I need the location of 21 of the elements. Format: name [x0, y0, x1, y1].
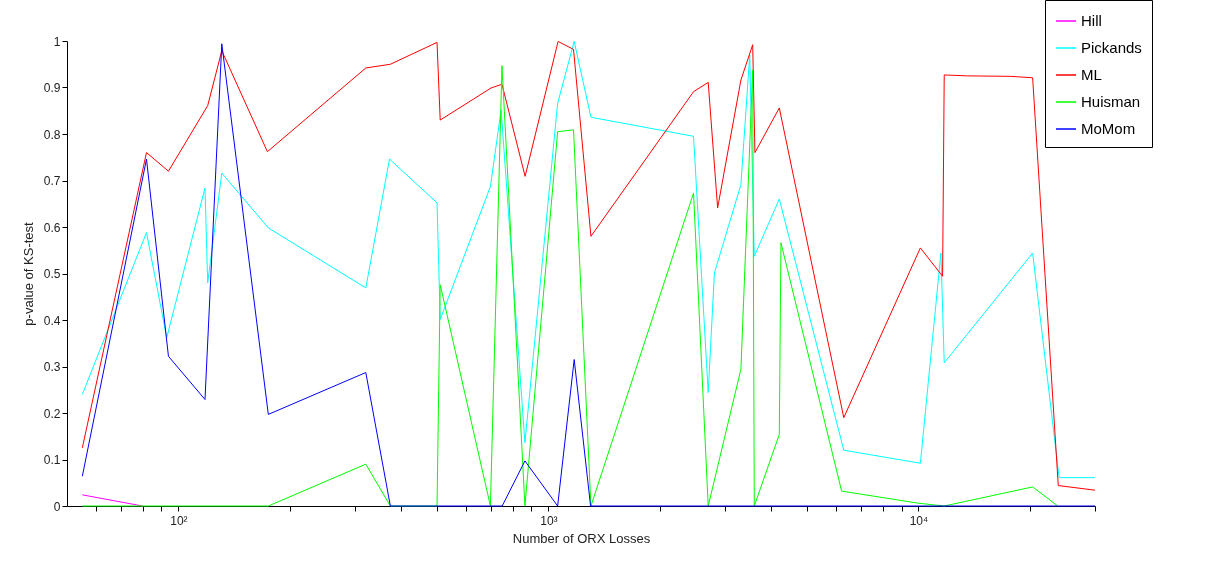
y-tick-label: 0.2	[43, 406, 61, 421]
x-tick-label: 10³	[540, 513, 558, 528]
y-tick-label: 0.1	[43, 453, 61, 467]
x-tick-label: 10²	[170, 513, 188, 528]
x-tick-label: 10⁴	[909, 513, 929, 528]
legend-label: ML	[1081, 66, 1102, 83]
y-tick-label: 0.3	[43, 360, 61, 374]
y-tick-label: 1	[53, 34, 61, 49]
x-axis-title: Number of ORX Losses	[512, 530, 651, 546]
y-tick-label: 0.5	[43, 267, 61, 281]
y-tick-label: 0.7	[43, 174, 61, 188]
y-tick-label: 0.4	[43, 313, 61, 328]
y-tick-label: 0.6	[43, 220, 61, 235]
legend-label: MoMom	[1081, 120, 1136, 137]
legend-label: Pickands	[1081, 39, 1142, 56]
legend-label: Hill	[1081, 12, 1102, 29]
y-tick-label: 0.9	[43, 81, 61, 95]
legend-label: Huisman	[1081, 93, 1141, 110]
y-axis-title: p-value of KS-test	[20, 221, 36, 326]
y-tick-label: 0	[53, 499, 61, 514]
y-tick-label: 0.8	[43, 127, 61, 142]
